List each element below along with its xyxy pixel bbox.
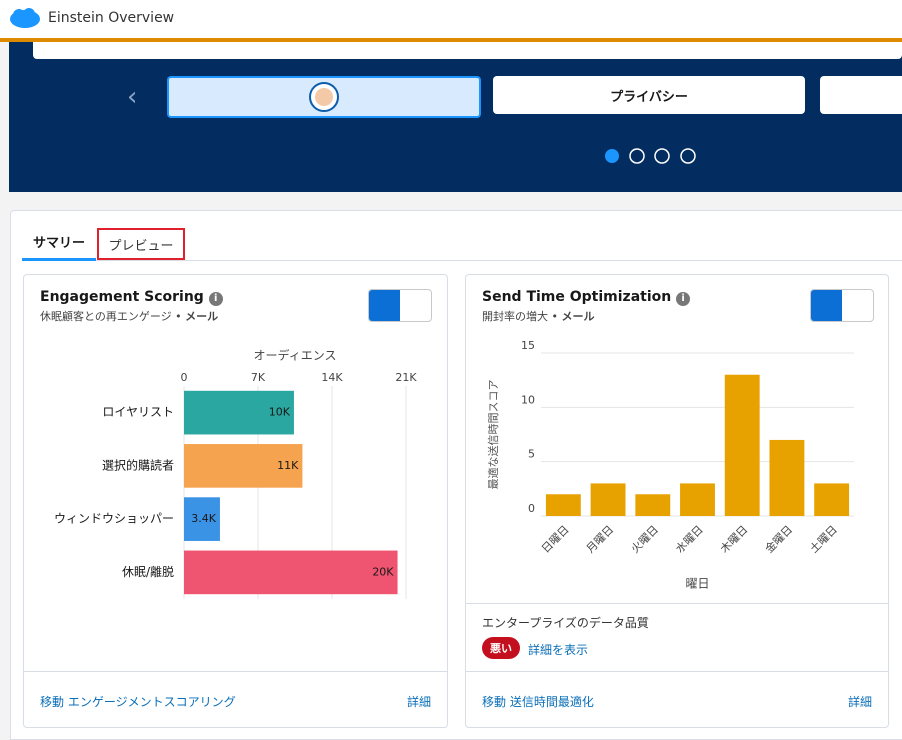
axis-label: 曜日	[685, 577, 709, 591]
header: Einstein Overview	[0, 0, 902, 38]
bar	[635, 494, 671, 516]
card-title: Engagement Scoring i	[40, 289, 223, 306]
quality-label: エンタープライズのデータ品質	[482, 616, 649, 630]
quality-link[interactable]: 詳細を表示	[528, 643, 589, 657]
divider	[466, 671, 888, 672]
x-tick-label: 金曜日	[762, 522, 795, 555]
card: オーディエンス 0 7K 14K 21K ロイヤリスト 10K 選択的購読者 11K ウィンドウシ…	[23, 274, 448, 728]
footer-link[interactable]: 移動 エンゲージメントスコアリング	[40, 695, 236, 709]
dot[interactable]	[629, 148, 645, 164]
bar	[814, 483, 850, 516]
x-tick-label: 火曜日	[629, 523, 662, 556]
x-tick-label: 木曜日	[718, 523, 751, 556]
category-label: ウィンドウショッパー	[54, 512, 174, 526]
accent-bar	[0, 38, 902, 42]
export-button[interactable]	[842, 290, 873, 321]
divider	[24, 671, 447, 672]
card-title: Send Time Optimization i	[482, 289, 691, 306]
avatar	[309, 82, 339, 112]
x-tick-label: 水曜日	[673, 523, 706, 556]
logo	[10, 8, 40, 28]
dot[interactable]	[680, 148, 696, 164]
card: 0 5 10 15 最適な送信時間スコア 曜日 日曜日 月曜日 火曜日 水曜日 木曜日 金曜日 土曜日 …	[465, 274, 889, 728]
dot[interactable]	[654, 148, 670, 164]
channel: メール	[185, 310, 219, 323]
value-label: 10K	[269, 406, 291, 419]
footer-detail[interactable]: 詳細	[406, 695, 431, 709]
subtitle-text: 休眠顧客との再エンゲージ •	[40, 310, 182, 323]
y-tick-label: 15	[521, 339, 535, 352]
banner-strip	[33, 42, 902, 59]
footer-link[interactable]: 移動 送信時間最適化	[482, 695, 594, 709]
chart: オーディエンス 0 7K 14K 21K ロイヤリスト 10K 選択的購読者 11K ウィンドウシ…	[54, 348, 417, 599]
carousel-item[interactable]: プライバシー	[493, 76, 805, 114]
divider	[466, 603, 888, 604]
x-tick-label: 21K	[395, 371, 417, 384]
export-button[interactable]	[400, 290, 431, 321]
tab-divider	[22, 260, 902, 261]
quality-badge: 悪い	[482, 637, 520, 659]
y-tick-label: 5	[528, 448, 535, 461]
axis-label: オーディエンス	[254, 348, 337, 363]
title-text: Send Time Optimization	[482, 289, 672, 305]
info-icon[interactable]: i	[676, 292, 691, 306]
app-title: Einstein Overview	[48, 10, 175, 26]
bar	[769, 439, 805, 516]
y-tick-label: 10	[521, 393, 535, 406]
bar	[724, 374, 760, 516]
y-tick-label: 0	[528, 502, 535, 515]
button-group	[368, 289, 432, 322]
value-label: 11K	[277, 459, 299, 472]
value-label: 20K	[372, 565, 394, 578]
card-subtitle: 開封率の増大 • メール	[482, 308, 595, 324]
subtitle-text: 開封率の増大 •	[482, 310, 558, 323]
carousel-item[interactable]	[820, 76, 902, 114]
category-label: 選択的購読者	[102, 457, 174, 472]
footer-detail[interactable]: 詳細	[847, 695, 872, 709]
title-text: Engagement Scoring	[40, 289, 204, 305]
carousel-item-selected[interactable]	[167, 76, 481, 118]
channel: メール	[561, 310, 595, 323]
tab[interactable]: サマリー	[22, 232, 96, 261]
category-label: 休眠/離脱	[122, 564, 174, 579]
x-tick-label: 14K	[321, 371, 343, 384]
category-label: ロイヤリスト	[102, 405, 174, 419]
x-tick-label: 0	[181, 371, 188, 384]
tab[interactable]: プレビュー	[97, 228, 185, 260]
x-tick-label: 土曜日	[807, 523, 840, 556]
prev-arrow[interactable]: ‹	[127, 82, 138, 112]
bar	[184, 497, 220, 541]
bar	[680, 483, 715, 516]
x-tick-label: 月曜日	[584, 523, 617, 556]
banner: ‹ プライバシー	[9, 42, 902, 192]
x-tick-label: 7K	[251, 371, 266, 384]
button-group	[810, 289, 874, 322]
bar	[590, 483, 626, 516]
pager	[605, 148, 696, 164]
bar	[184, 550, 398, 595]
value-label: 3.4K	[191, 512, 216, 525]
bar	[184, 390, 294, 435]
info-icon[interactable]: i	[208, 292, 223, 306]
bar	[545, 494, 581, 516]
dot[interactable]	[605, 149, 619, 163]
card-subtitle: 休眠顧客との再エンゲージ • メール	[40, 308, 218, 324]
x-tick-label: 日曜日	[539, 523, 572, 556]
bar	[184, 444, 303, 488]
email-button[interactable]	[811, 290, 842, 321]
axis-label: 最適な送信時間スコア	[486, 380, 500, 490]
email-button[interactable]	[369, 290, 400, 321]
